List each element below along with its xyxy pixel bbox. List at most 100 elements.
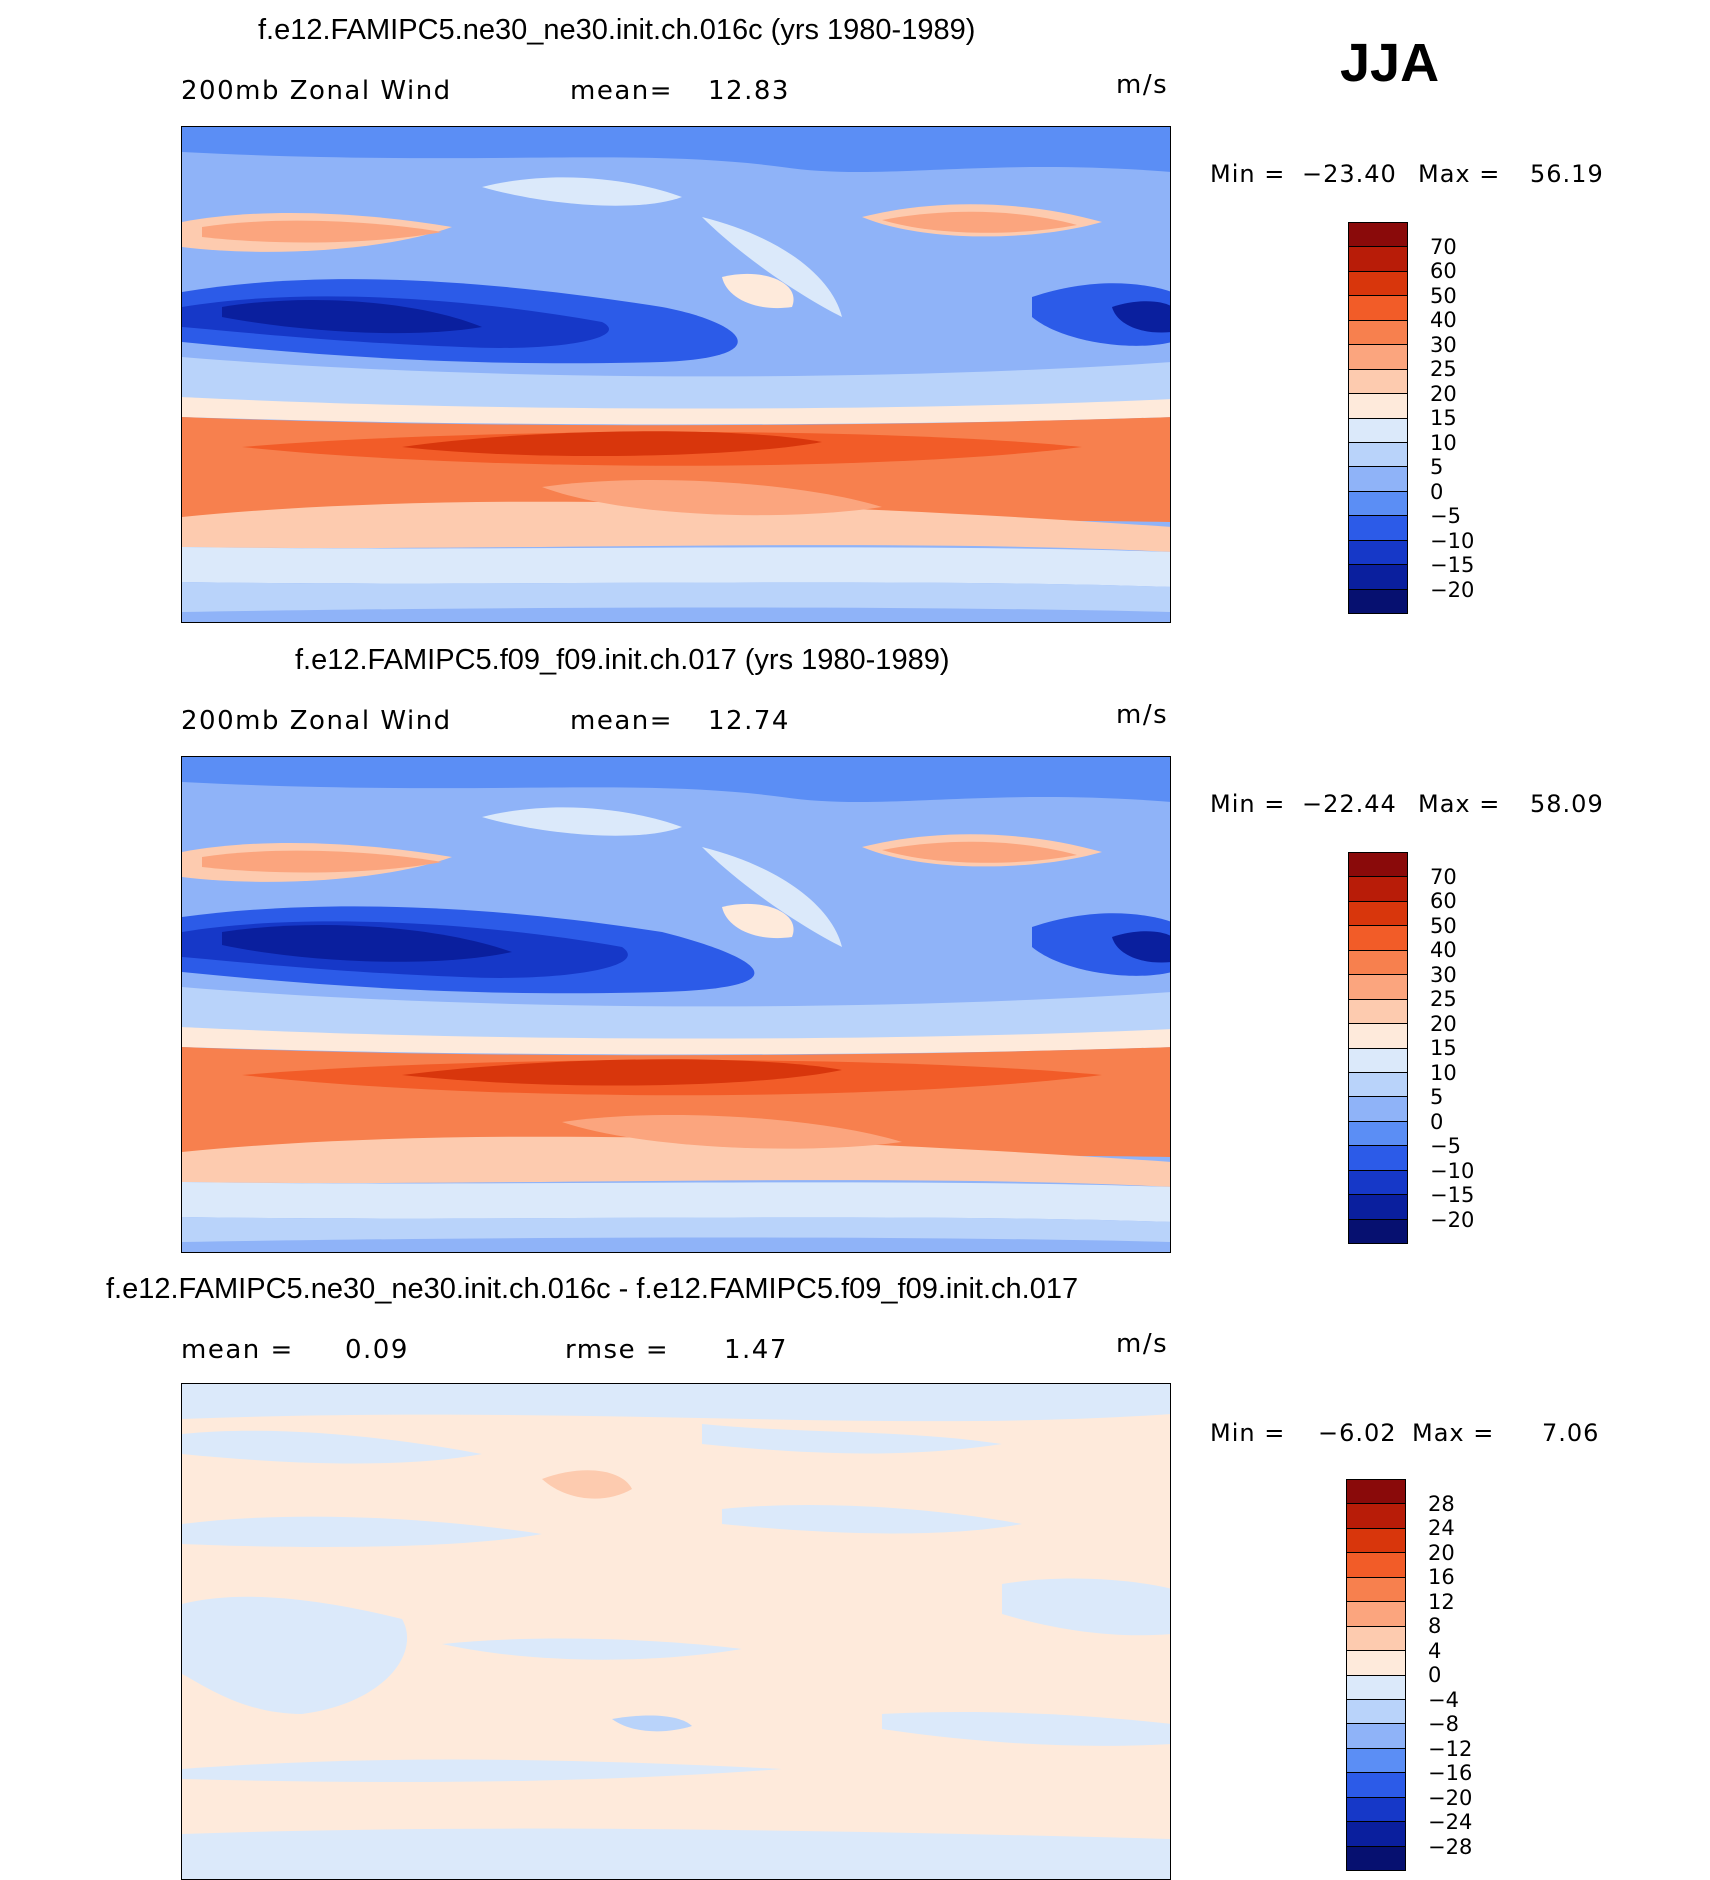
colorbar-tick-label: 4 [1428,1638,1442,1663]
colorbar-swatch [1347,1846,1405,1870]
colorbar-tick-label: 40 [1430,938,1457,962]
panel-1-map [181,126,1171,623]
colorbar-swatch [1347,1699,1405,1725]
colorbar-swatch [1347,1724,1405,1749]
colorbar-swatch [1349,901,1407,927]
colorbar-tick-label: 20 [1430,381,1457,406]
panel-1-max-value: 56.19 [1530,160,1604,188]
colorbar-tick-label: −10 [1430,528,1475,553]
colorbar-swatch [1349,516,1407,541]
panel-2-max-value: 58.09 [1530,790,1604,818]
colorbar-swatch [1349,1048,1407,1073]
panel-2-title: f.e12.FAMIPC5.f09_f09.init.ch.017 (yrs 1… [295,644,950,676]
colorbar-tick-label: −12 [1428,1736,1473,1761]
colorbar-tick-label: 16 [1428,1565,1455,1589]
colorbar-swatch [1349,1024,1407,1049]
colorbar-swatch [1349,394,1407,419]
colorbar-swatch [1349,296,1407,321]
panel-3-stat1-value: 0.09 [345,1335,409,1365]
colorbar-tick-label: 50 [1430,283,1457,308]
panel-3-max-value: 7.06 [1542,1419,1600,1447]
colorbar-swatch [1347,1528,1405,1554]
colorbar-tick-label: 25 [1430,987,1457,1011]
colorbar-tick-label: 0 [1430,479,1444,504]
colorbar-swatch [1347,1822,1405,1847]
colorbar-swatch [1349,369,1407,395]
panel-3-min-label: Min = [1210,1419,1286,1447]
colorbar-tick-label: −5 [1430,1134,1461,1158]
colorbar-tick-label: −8 [1428,1712,1459,1736]
colorbar-swatch [1349,1097,1407,1122]
colorbar-tick-label: 5 [1430,455,1444,479]
panel-2-variable: 200mb Zonal Wind [181,706,452,736]
colorbar-swatch [1349,1195,1407,1220]
panel-2-zonal-wind-field [182,757,1170,1252]
colorbar-swatch [1349,1146,1407,1171]
panel-3-max-label: Max = [1412,1419,1495,1447]
colorbar-tick-label: 5 [1430,1085,1444,1109]
colorbar-tick-label: 25 [1430,357,1457,381]
colorbar-tick-label: 60 [1430,889,1457,913]
colorbar-swatch [1349,345,1407,370]
panel-2-stat1-value: 12.74 [708,706,790,736]
panel-1-colorbar [1348,222,1408,614]
colorbar-swatch [1349,467,1407,492]
colorbar-tick-label: 60 [1430,259,1457,283]
colorbar-tick-label: 70 [1430,864,1457,889]
panel-1-min-value: −23.40 [1302,160,1397,188]
colorbar-swatch [1349,1072,1407,1098]
colorbar-swatch [1349,999,1407,1025]
colorbar-swatch [1349,877,1407,902]
colorbar-tick-label: 30 [1430,962,1457,987]
colorbar-tick-label: 28 [1428,1491,1455,1516]
colorbar-swatch [1347,1773,1405,1798]
colorbar-swatch [1347,1675,1405,1700]
panel-1-min-label: Min = [1210,160,1286,188]
colorbar-swatch [1347,1553,1405,1578]
colorbar-swatch [1349,418,1407,443]
colorbar-swatch [1349,589,1407,613]
colorbar-tick-label: −5 [1430,504,1461,528]
colorbar-swatch [1349,950,1407,976]
colorbar-swatch [1349,271,1407,297]
colorbar-tick-label: 70 [1430,234,1457,259]
colorbar-swatch [1349,975,1407,1000]
colorbar-swatch [1349,853,1407,878]
colorbar-swatch [1349,223,1407,248]
panel-3-map [181,1383,1171,1880]
panel-1-zonal-wind-field [182,127,1170,622]
colorbar-tick-label: −4 [1428,1687,1459,1712]
colorbar-tick-label: −10 [1430,1158,1475,1183]
panel-3-units: m/s [1116,1329,1169,1359]
colorbar-tick-label: −15 [1430,553,1475,577]
colorbar-swatch [1347,1480,1405,1505]
panel-1-stat1-value: 12.83 [708,76,790,106]
panel-2-units: m/s [1116,700,1169,730]
panel-1-units: m/s [1116,70,1169,100]
panel-1-variable: 200mb Zonal Wind [181,76,452,106]
colorbar-tick-label: −15 [1430,1183,1475,1207]
panel-3-colorbar [1346,1479,1406,1871]
colorbar-tick-label: 8 [1428,1614,1442,1638]
panel-2-colorbar-labels: 70 60 50 40 30 25 20 15 10 5 0 −5 −10 −15 −20 [1430,852,1510,1244]
colorbar-tick-label: 10 [1430,430,1457,455]
colorbar-tick-label: 20 [1428,1540,1455,1565]
colorbar-swatch [1349,1219,1407,1243]
panel-3-stat2-value: 1.47 [724,1335,788,1365]
colorbar-tick-label: 12 [1428,1589,1455,1614]
colorbar-tick-label: −20 [1430,1207,1475,1232]
colorbar-swatch [1347,1626,1405,1652]
colorbar-tick-label: −28 [1428,1834,1473,1859]
colorbar-swatch [1349,442,1407,468]
colorbar-swatch [1347,1577,1405,1603]
panel-3-stat1-label: mean = [181,1335,294,1365]
colorbar-swatch [1347,1504,1405,1529]
colorbar-swatch [1349,320,1407,346]
colorbar-tick-label: 10 [1430,1060,1457,1085]
colorbar-tick-label: 0 [1430,1109,1444,1134]
colorbar-tick-label: 15 [1430,406,1457,430]
season-label: JJA [1340,33,1440,93]
colorbar-tick-label: −20 [1428,1785,1473,1810]
colorbar-tick-label: 24 [1428,1516,1455,1540]
colorbar-swatch [1347,1797,1405,1823]
